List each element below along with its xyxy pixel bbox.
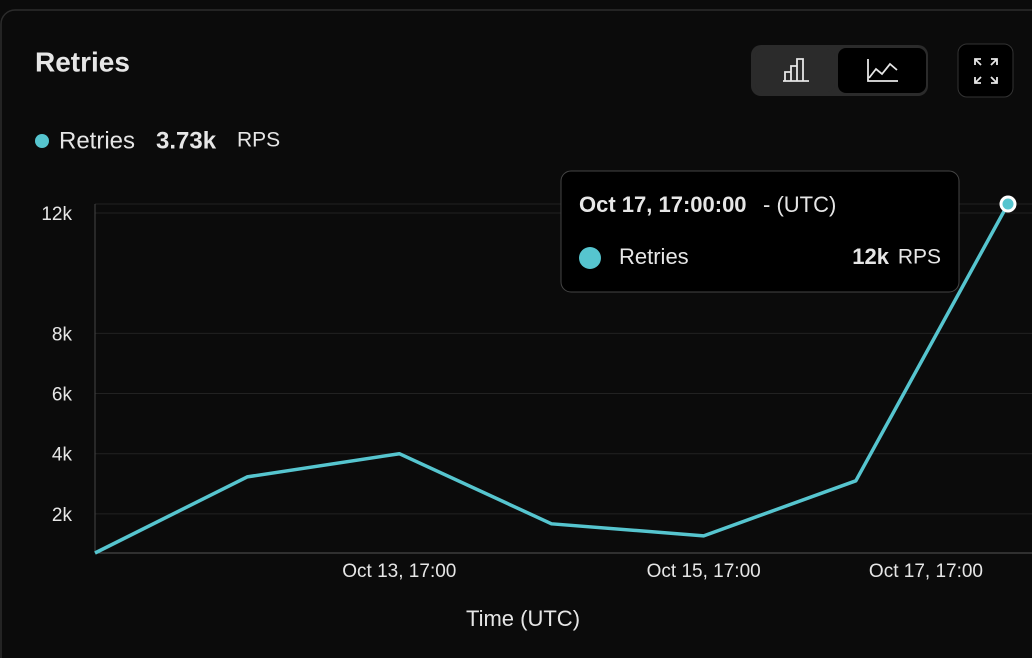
- expand-bg: [957, 43, 1014, 98]
- tooltip-name: Retries: [619, 244, 689, 269]
- bar-view-button[interactable]: [755, 49, 835, 92]
- line-view-bg: [838, 48, 926, 93]
- tooltip: Oct 17, 17:00:00 - (UTC) Retries 12k RPS: [560, 170, 960, 293]
- line-icon: [867, 59, 898, 82]
- legend-name: Retries: [59, 127, 135, 154]
- hover-point: [999, 195, 1017, 213]
- plot: 2k 4k 6k 8k 12k Oct 13, 17:00 Oct 15, 17:00 Oct…: [41, 195, 1032, 582]
- bar-icon: [783, 58, 809, 82]
- x-tick-label: Oct 17, 17:00: [869, 561, 983, 582]
- series-line: [94, 203, 1010, 555]
- y-tick-label: 12k: [41, 204, 72, 225]
- x-tick-label: Oct 13, 17:00: [342, 561, 456, 582]
- legend-dot: [35, 134, 49, 148]
- legend-unit: RPS: [237, 129, 280, 152]
- y-tick-label: 6k: [52, 385, 73, 406]
- line-view-button[interactable]: [838, 48, 926, 93]
- bar-view-bg: [755, 49, 835, 92]
- x-tick-label: Oct 15, 17:00: [647, 561, 761, 582]
- tooltip-time: Oct 17, 17:00:00: [579, 192, 747, 217]
- tooltip-zone: - (UTC): [763, 192, 836, 217]
- y-tick-label: 8k: [52, 324, 73, 345]
- tooltip-dot: [579, 247, 601, 269]
- panel-title: Retries: [35, 46, 130, 77]
- tooltip-unit: RPS: [898, 246, 941, 269]
- expand-button[interactable]: [957, 43, 1014, 98]
- expand-icon: [974, 58, 998, 84]
- tooltip-box: [560, 170, 960, 293]
- legend-value: 3.73k: [156, 127, 217, 154]
- y-tick-label: 4k: [52, 445, 73, 466]
- view-toggle: [751, 45, 928, 96]
- y-tick-label: 2k: [52, 505, 73, 526]
- x-axis-title: Time (UTC): [466, 606, 580, 631]
- tooltip-value: 12k: [852, 244, 889, 269]
